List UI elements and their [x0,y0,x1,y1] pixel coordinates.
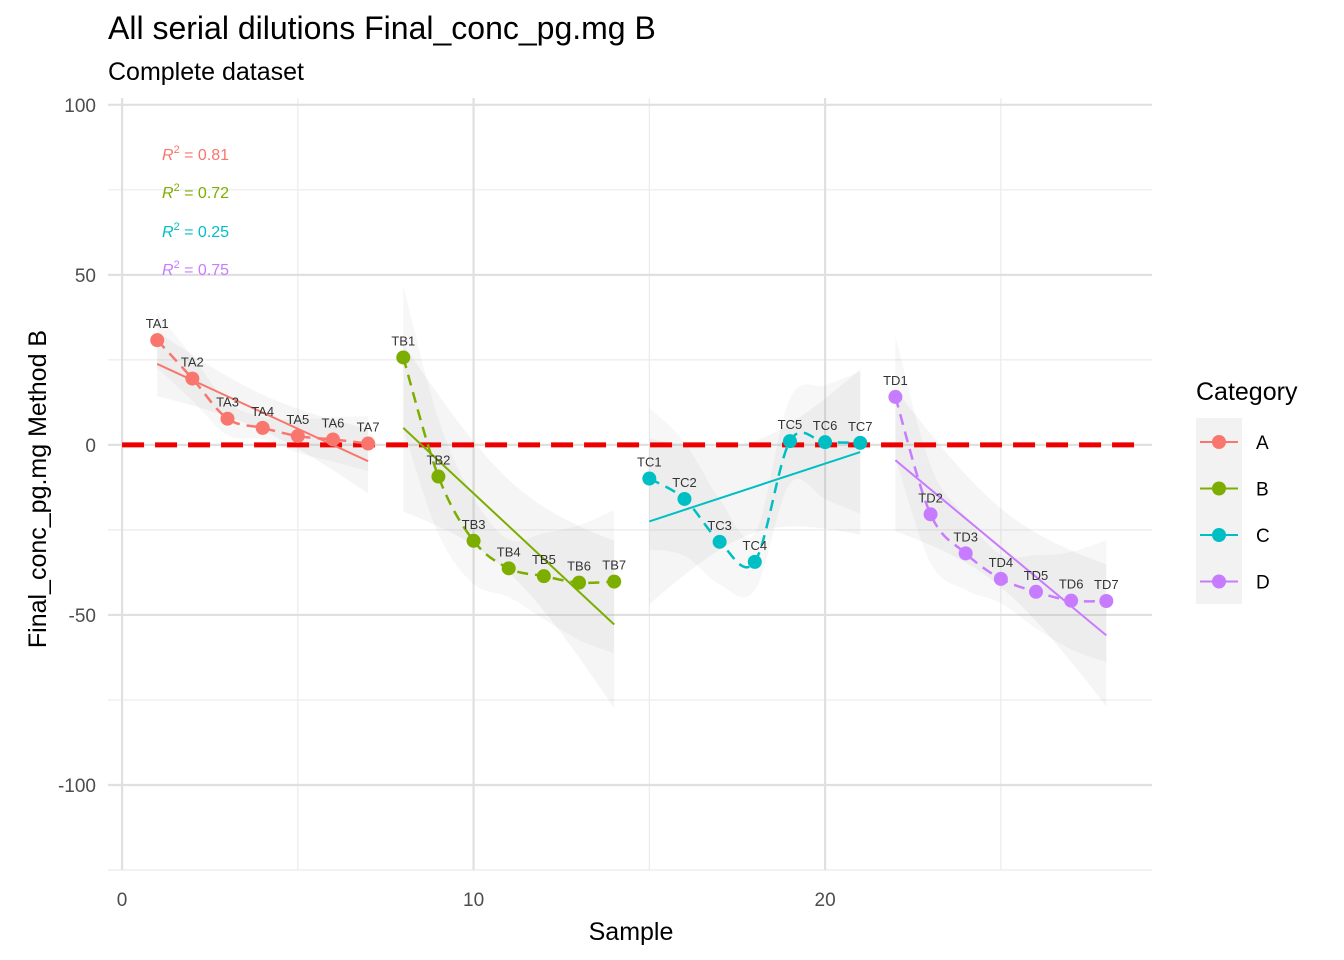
grid [108,98,1152,871]
point-label-TB5: TB5 [532,552,556,567]
confidence-ribbons [157,285,1107,709]
point-label-TD6: TD6 [1059,577,1084,592]
point-TA3 [220,411,235,426]
point-TC4 [747,554,762,569]
legend-key-point-A [1212,435,1226,449]
ribbon-A [157,312,369,472]
point-TB5 [536,569,551,584]
point-TA5 [290,429,305,444]
point-TD2 [923,507,938,522]
point-label-TC1: TC1 [637,455,662,470]
point-TD4 [993,571,1008,586]
chart-subtitle: Complete dataset [108,58,304,86]
point-label-TA1: TA1 [146,316,169,331]
point-labels: TA1 TA2 TA3 TA4 TA5 TA6 TA7 TB1 TB2 TB3 TB4 TB5 TB6 T… [146,316,1119,592]
legend: Category A B C D [1196,378,1298,604]
legend-label-C: C [1256,526,1270,547]
point-label-TB7: TB7 [602,558,626,573]
point-TD5 [1029,584,1043,599]
point-label-TD7: TD7 [1094,577,1119,592]
point-label-TA6: TA6 [322,415,345,430]
y-tick-label: 0 [85,436,96,457]
point-TD1 [888,389,903,404]
point-label-TB2: TB2 [427,453,451,468]
point-TB3 [466,533,481,548]
point-TC1 [642,471,657,486]
ribbon-B [403,285,615,654]
point-label-TD5: TD5 [1024,568,1049,583]
point-TA7 [361,436,376,451]
point-label-TC4: TC4 [743,538,768,553]
point-label-TD1: TD1 [883,373,908,388]
legend-key-point-D [1212,574,1226,589]
point-label-TA2: TA2 [181,355,204,370]
point-TC3 [712,534,727,549]
ribbon-D [895,336,1107,662]
point-TA1 [150,333,165,348]
point-TD7 [1099,593,1114,608]
legend-label-A: A [1256,433,1269,454]
r2-label-C: R2 = 0.25 [162,221,229,241]
point-TB2 [431,469,446,484]
point-TC2 [677,491,692,506]
point-label-TC5: TC5 [778,417,803,432]
point-label-TB6: TB6 [567,559,591,574]
ribbon-C [649,371,861,598]
point-TC5 [782,434,797,449]
point-TB4 [501,561,516,576]
point-label-TC6: TC6 [813,418,838,433]
point-TD3 [958,546,973,561]
y-tick-label: 50 [75,266,96,287]
point-TB7 [607,574,622,589]
chart-title: All serial dilutions Final_conc_pg.mg B [108,10,656,46]
fit-line-C [649,451,861,523]
axes: Sample Final_conc_pg.mg Method B 0 10 20 10… [24,96,836,946]
point-label-TD2: TD2 [918,490,943,505]
x-axis-title: Sample [589,918,674,946]
point-label-TD3: TD3 [953,529,978,544]
point-label-TB1: TB1 [391,333,415,348]
r2-annotations: R2 = 0.81 R2 = 0.72 R2 = 0.25 R2 = 0.75 [162,144,229,279]
point-TC7 [853,435,868,450]
legend-key-point-B [1212,481,1226,496]
y-tick-label: 100 [64,96,96,117]
point-label-TC3: TC3 [707,518,732,533]
point-TB6 [572,575,587,590]
point-label-TD4: TD4 [989,555,1014,570]
point-TB1 [396,350,411,365]
point-label-TB4: TB4 [497,544,521,559]
data-points [150,333,1114,608]
r2-label-B: R2 = 0.72 [162,182,229,202]
point-TD6 [1064,593,1079,608]
legend-key-point-C [1212,528,1226,542]
point-TA2 [185,371,200,386]
point-label-TA5: TA5 [286,412,309,427]
y-axis-title: Final_conc_pg.mg Method B [24,330,52,648]
point-label-TA4: TA4 [251,404,274,419]
x-tick-label: 10 [463,890,484,911]
fit-line-B [402,427,615,626]
point-TA4 [255,420,270,435]
r2-label-A: R2 = 0.81 [162,144,229,164]
point-label-TA3: TA3 [216,395,239,410]
point-label-TC7: TC7 [848,419,873,434]
r2-label-D: R2 = 0.75 [162,259,229,279]
legend-label-B: B [1256,480,1269,501]
legend-label-D: D [1256,573,1270,594]
point-label-TC2: TC2 [672,475,697,490]
point-TA6 [325,432,340,447]
x-tick-label: 20 [815,890,836,911]
point-label-TA7: TA7 [357,420,380,435]
y-tick-label: -50 [69,606,96,627]
x-tick-label: 0 [117,890,128,911]
point-label-TB3: TB3 [462,517,486,532]
y-tick-label: -100 [58,776,96,797]
legend-title: Category [1196,378,1298,406]
point-TC6 [818,435,833,450]
